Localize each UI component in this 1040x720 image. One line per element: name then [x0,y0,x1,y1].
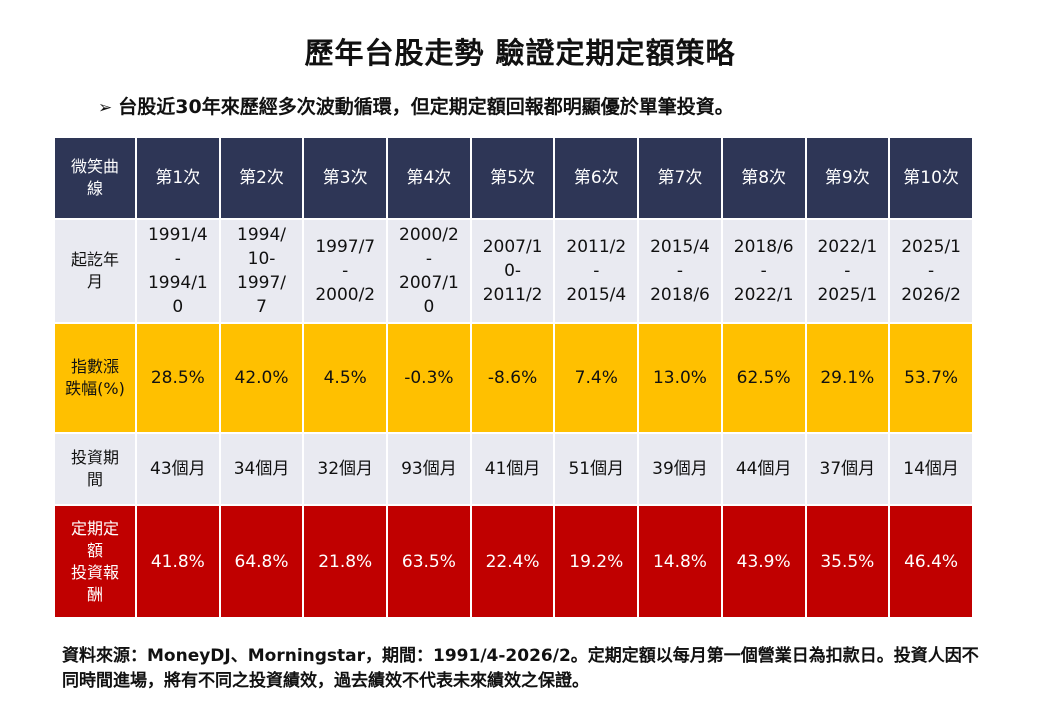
row-label: 投資期 間 [53,432,137,506]
table-cell: 第4次 [386,136,472,220]
table-row: 指數漲 跌幅(%) 28.5% 42.0% 4.5% -0.3% -8.6% 7.4% 13.… [53,322,974,434]
table-cell: 第3次 [302,136,389,220]
table-cell: 第9次 [804,136,891,220]
table-cell: 35.5% [804,504,891,619]
table-row: 投資期 間 43個月 34個月 32個月 93個月 41個月 51個月 39個月 44個月 37個… [53,432,974,506]
arrow-right-icon: ➢ [98,98,113,118]
table-cell: 62.5% [720,322,807,434]
table-cell: 19.2% [553,504,640,619]
table-cell: 13.0% [637,322,723,434]
table-cell: 2011/2 - 2015/4 [553,218,640,324]
page-title: 歷年台股走勢 驗證定期定額策略 [304,36,736,70]
table-cell: 22.4% [469,504,556,619]
table-cell: 29.1% [804,322,891,434]
strategy-table: 微笑曲 線第1次 第2次 第3次 第4次 第5次 第6次 第7次 第8次 第9次 第10次 起訖年 … [53,136,974,619]
table-cell: 第5次 [469,136,556,220]
footnote: 資料來源：MoneyDJ、Morningstar，期間：1991/4-2026/… [62,646,979,691]
table-cell: 1994/ 10- 1997/ 7 [218,218,305,324]
table-cell: 1991/4 - 1994/1 0 [135,218,221,324]
table-cell: 41個月 [469,432,556,506]
table-cell: 7.4% [553,322,640,434]
table-cell: 第7次 [637,136,723,220]
table-cell: 2025/1 - 2026/2 [888,218,974,324]
table-cell: 第10次 [888,136,974,220]
table-cell: 2022/1 - 2025/1 [804,218,891,324]
table-cell: 28.5% [135,322,221,434]
table-cell: 第2次 [218,136,305,220]
row-label: 指數漲 跌幅(%) [53,322,137,434]
row-label: 微笑曲 線 [53,136,137,220]
table-cell: 2015/4 - 2018/6 [637,218,723,324]
table-cell: 42.0% [218,322,305,434]
table-cell: 2018/6 - 2022/1 [720,218,807,324]
table-row: 定期定 額 投資報 酬 41.8% 64.8% 21.8% 63.5% 22.4% 19.2… [53,504,974,619]
table-cell: -8.6% [469,322,556,434]
table-cell: 2000/2 - 2007/1 0 [386,218,472,324]
row-label: 定期定 額 投資報 酬 [53,504,137,619]
table-cell: 32個月 [302,432,389,506]
table-cell: 1997/7 - 2000/2 [302,218,389,324]
table-cell: 64.8% [218,504,305,619]
table-cell: 41.8% [135,504,221,619]
table-cell: 39個月 [637,432,723,506]
subtitle: ➢ 台股近30年來歷經多次波動循環，但定期定額回報都明顯優於單筆投資。 [98,92,734,119]
subtitle-text: 台股近30年來歷經多次波動循環，但定期定額回報都明顯優於單筆投資。 [118,96,734,118]
table-cell: 43個月 [135,432,221,506]
table-cell: 63.5% [386,504,472,619]
table-cell: 46.4% [888,504,974,619]
table-cell: 93個月 [386,432,472,506]
table-header-row: 微笑曲 線第1次 第2次 第3次 第4次 第5次 第6次 第7次 第8次 第9次 第10次 [53,136,974,220]
table-cell: 44個月 [720,432,807,506]
table-cell: 37個月 [804,432,891,506]
table-cell: 第1次 [135,136,221,220]
table-cell: 第6次 [553,136,640,220]
table-cell: -0.3% [386,322,472,434]
table-cell: 43.9% [720,504,807,619]
row-label: 起訖年 月 [53,218,137,324]
table-cell: 21.8% [302,504,389,619]
table-cell: 第8次 [720,136,807,220]
table-cell: 53.7% [888,322,974,434]
table-cell: 14個月 [888,432,974,506]
table-cell: 14.8% [637,504,723,619]
table-cell: 51個月 [553,432,640,506]
table-cell: 4.5% [302,322,389,434]
table-cell: 2007/1 0- 2011/2 [469,218,556,324]
table-cell: 34個月 [218,432,305,506]
